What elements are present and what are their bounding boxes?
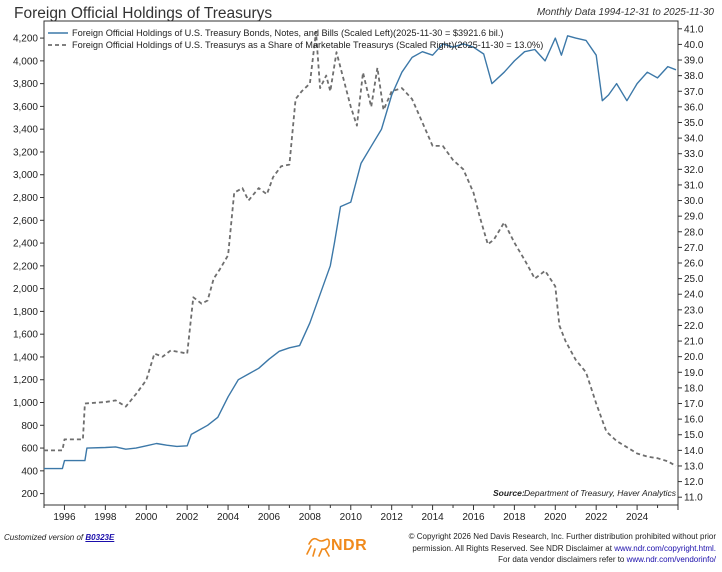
right-tick-label: 40.0	[684, 40, 704, 51]
legend-share-label: Foreign Official Holdings of U.S. Treasu…	[72, 40, 543, 50]
copyright-link[interactable]: www.ndr.com/copyright.html.	[614, 543, 716, 553]
left-tick-label: 4,200	[13, 34, 38, 45]
bull-icon	[306, 537, 330, 557]
left-tick-label: 2,000	[13, 284, 38, 295]
right-tick-label: 30.0	[684, 196, 704, 207]
left-tick-label: 1,400	[13, 352, 38, 363]
left-tick-label: 800	[21, 421, 38, 432]
series-layer	[44, 30, 677, 470]
copyright-line-3: For data vendor disclaimers refer to www…	[396, 554, 716, 566]
chart-code-link[interactable]: B0323E	[85, 533, 115, 542]
left-tick-label: 3,800	[13, 79, 38, 90]
x-tick-label: 2008	[299, 512, 322, 523]
copyright-line-2-text: permission. All Rights Reserved. See NDR…	[412, 543, 612, 553]
right-tick-label: 31.0	[684, 180, 704, 191]
share-series-line	[44, 30, 677, 467]
chart-svg: 200 400 600 800 1,000 1,200 1,400 1,600 1,800 2,0…	[13, 20, 704, 523]
right-tick-label: 29.0	[684, 212, 704, 223]
customized-prefix: Customized version of	[4, 533, 84, 542]
right-tick-label: 39.0	[684, 56, 704, 67]
right-tick-label: 16.0	[684, 415, 704, 426]
x-tick-label: 2014	[421, 512, 444, 523]
left-tick-label: 1,600	[13, 330, 38, 341]
right-tick-label: 20.0	[684, 352, 704, 363]
left-tick-label: 3,600	[13, 102, 38, 113]
right-tick-label: 13.0	[684, 461, 704, 472]
right-tick-label: 27.0	[684, 243, 704, 254]
right-tick-label: 41.0	[684, 24, 704, 35]
right-tick-label: 12.0	[684, 477, 704, 488]
holdings-series-line	[44, 35, 677, 470]
x-tick-label: 2002	[176, 512, 199, 523]
left-tick-label: 2,600	[13, 216, 38, 227]
x-tick-label: 2020	[544, 512, 567, 523]
left-tick-label: 600	[21, 444, 38, 455]
right-tick-label: 14.0	[684, 446, 704, 457]
right-tick-label: 11.0	[684, 493, 703, 504]
x-tick-label: 2012	[381, 512, 404, 523]
x-tick-label: 1996	[53, 512, 76, 523]
right-tick-label: 21.0	[684, 337, 704, 348]
source-label: Source:	[493, 488, 525, 498]
left-tick-label: 2,200	[13, 261, 38, 272]
date-range-subtitle: Monthly Data 1994-12-31 to 2025-11-30	[536, 7, 714, 18]
ndr-logo	[306, 537, 330, 557]
left-tick-label: 4,000	[13, 56, 38, 67]
right-tick-label: 26.0	[684, 259, 704, 270]
left-tick-label: 2,800	[13, 193, 38, 204]
right-tick-label: 17.0	[684, 399, 704, 410]
right-tick-label: 37.0	[684, 87, 704, 98]
plot-frame	[43, 20, 679, 506]
right-tick-label: 28.0	[684, 227, 704, 238]
x-tick-label: 1998	[94, 512, 117, 523]
right-tick-label: 24.0	[684, 290, 704, 301]
right-tick-label: 32.0	[684, 165, 704, 176]
left-tick-label: 1,000	[13, 398, 38, 409]
page-title: Foreign Official Holdings of Treasurys	[14, 5, 273, 22]
copyright-line-2: permission. All Rights Reserved. See NDR…	[396, 543, 716, 555]
right-axis: 11.0 12.0 13.0 14.0 15.0 16.0 17.0 18.0 19.0 20.0…	[678, 24, 704, 504]
x-tick-label: 2006	[258, 512, 281, 523]
left-tick-label: 3,200	[13, 147, 38, 158]
left-tick-label: 200	[21, 489, 38, 500]
x-tick-label: 2004	[217, 512, 240, 523]
x-axis: 1996 1998 2000 2002 2004 2006 2008 2010 2012 2014…	[43, 505, 679, 523]
x-tick-label: 2018	[503, 512, 526, 523]
right-tick-label: 33.0	[684, 149, 704, 160]
right-tick-label: 34.0	[684, 134, 704, 145]
right-tick-label: 38.0	[684, 71, 704, 82]
left-axis: 200 400 600 800 1,000 1,200 1,400 1,600 1,800 2,0…	[13, 34, 44, 500]
left-tick-label: 3,400	[13, 125, 38, 136]
left-tick-label: 2,400	[13, 239, 38, 250]
customized-version-note: Customized version of B0323E	[4, 533, 114, 542]
legend: Foreign Official Holdings of U.S. Treasu…	[48, 28, 543, 50]
x-tick-label: 2000	[135, 512, 158, 523]
right-tick-label: 15.0	[684, 430, 704, 441]
right-tick-label: 22.0	[684, 321, 704, 332]
left-tick-label: 1,200	[13, 375, 38, 386]
right-tick-label: 25.0	[684, 274, 704, 285]
x-tick-label: 2016	[462, 512, 485, 523]
ndr-logo-text: NDR	[331, 537, 368, 554]
right-tick-label: 35.0	[684, 118, 704, 129]
x-tick-label: 2010	[340, 512, 363, 523]
x-tick-label: 2022	[585, 512, 608, 523]
copyright-line-3-text: For data vendor disclaimers refer to	[498, 555, 625, 564]
left-tick-label: 3,000	[13, 170, 38, 181]
legend-holdings-label: Foreign Official Holdings of U.S. Treasu…	[72, 28, 503, 38]
right-tick-label: 19.0	[684, 368, 704, 379]
right-tick-label: 23.0	[684, 305, 704, 316]
left-tick-label: 400	[21, 466, 38, 477]
source-text: Department of Treasury, Haver Analytics	[524, 488, 677, 498]
copyright-line-1: © Copyright 2026 Ned Davis Research, Inc…	[408, 532, 716, 541]
x-tick-label: 2024	[626, 512, 649, 523]
left-tick-label: 1,800	[13, 307, 38, 318]
right-tick-label: 36.0	[684, 102, 704, 113]
copyright-block: © Copyright 2026 Ned Davis Research, Inc…	[396, 531, 716, 566]
right-tick-label: 18.0	[684, 383, 704, 394]
vendor-info-link[interactable]: www.ndr.com/vendorinfo/	[626, 555, 716, 564]
